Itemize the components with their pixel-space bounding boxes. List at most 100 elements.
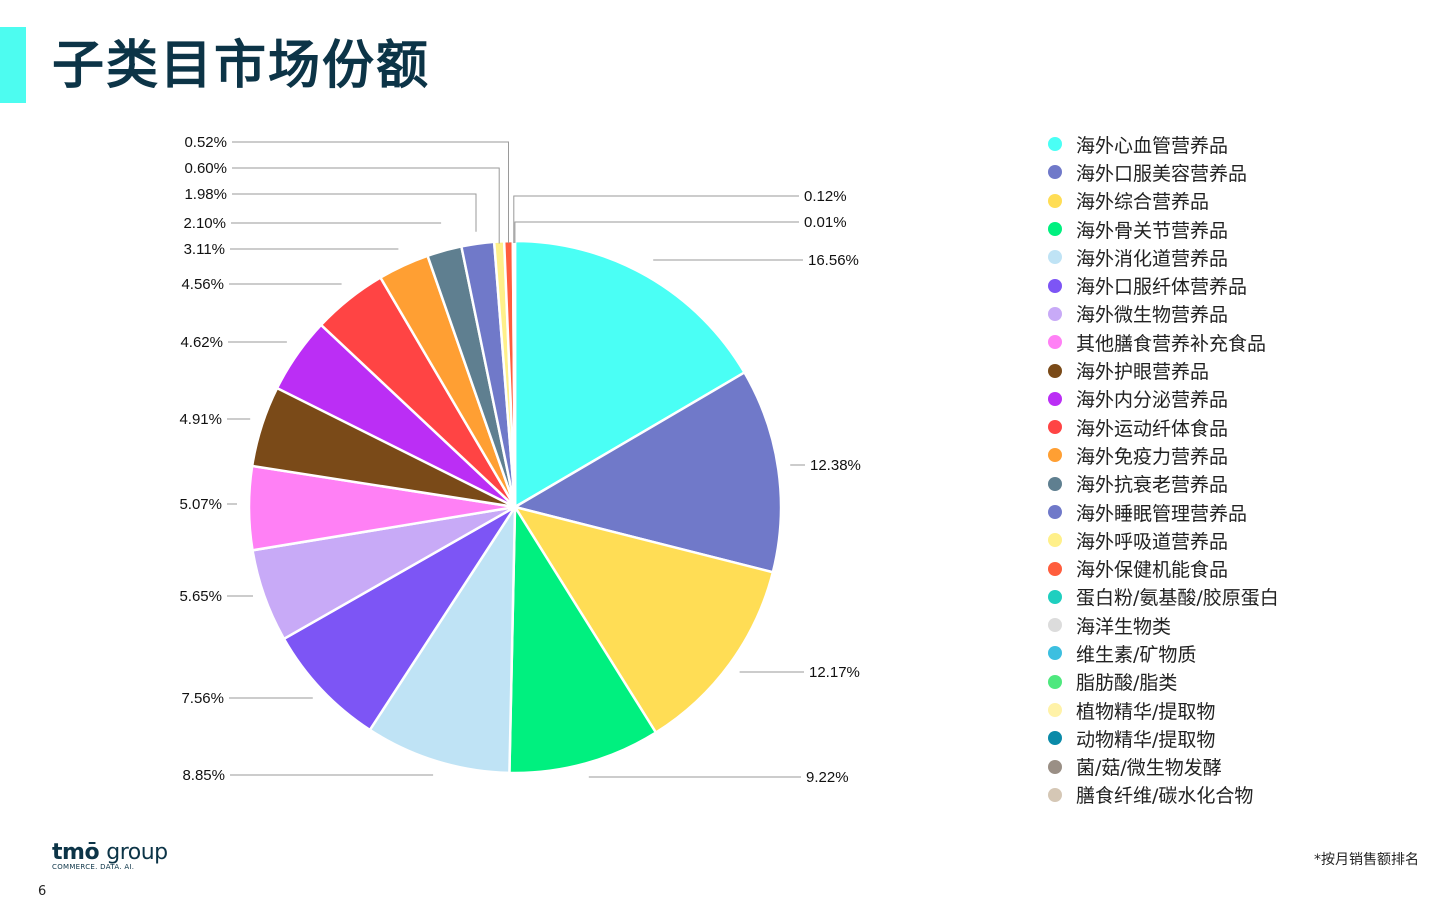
legend-swatch [1048, 165, 1062, 180]
data-label: 3.11% [184, 241, 225, 258]
legend-item: 海外保健机能食品 [1048, 554, 1279, 582]
legend-item: 海外护眼营养品 [1048, 356, 1279, 384]
legend-swatch [1048, 561, 1062, 576]
legend-swatch [1048, 448, 1062, 463]
legend-label: 海外骨关节营养品 [1076, 219, 1229, 242]
legend-item: 海外睡眠管理营养品 [1048, 498, 1279, 526]
legend-swatch [1048, 589, 1062, 604]
data-label: 7.56% [181, 690, 224, 707]
legend-item: 海外口服纤体营养品 [1048, 271, 1279, 299]
leader-line [513, 195, 799, 243]
page-number: 6 [38, 884, 47, 899]
legend-label: 海外免疫力营养品 [1076, 445, 1229, 468]
legend-item: 蛋白粉/氨基酸/胶原蛋白 [1048, 583, 1279, 611]
data-label: 0.60% [184, 160, 227, 177]
data-label: 4.91% [179, 411, 222, 428]
data-label: 0.52% [184, 134, 227, 151]
legend-item: 海洋生物类 [1048, 611, 1279, 639]
legend-label: 膳食纤维/碳水化合物 [1076, 785, 1254, 808]
pie-slice [511, 370, 783, 574]
legend-swatch [1048, 137, 1062, 152]
legend-item: 海外运动纤体食品 [1048, 413, 1279, 441]
legend-swatch [1048, 787, 1062, 802]
legend-swatch [1048, 250, 1062, 265]
legend-item: 海外心血管营养品 [1048, 130, 1279, 158]
pie-slice [512, 505, 775, 735]
legend-item: 脂肪酸/脂类 [1048, 668, 1279, 696]
legend-label: 脂肪酸/脂类 [1076, 672, 1178, 695]
legend-label: 海外睡眠管理营养品 [1076, 502, 1248, 525]
pie-slice [513, 239, 747, 510]
legend-swatch [1048, 759, 1062, 774]
legend-label: 海外保健机能食品 [1076, 559, 1229, 582]
data-label: 2.10% [183, 215, 226, 232]
leader-line [232, 141, 509, 244]
leader-line [232, 193, 477, 232]
legend-swatch [1048, 391, 1062, 406]
legend-item: 动物精华/提取物 [1048, 724, 1279, 752]
tmo-group-logo: tmō group COMMERCE. DATA. AI. [52, 840, 172, 880]
data-label: 12.38% [810, 457, 861, 474]
data-label: 12.17% [809, 664, 860, 681]
data-label: 9.22% [806, 769, 849, 786]
legend-item: 海外综合营养品 [1048, 187, 1279, 215]
legend-label: 菌/菇/微生物发酵 [1076, 757, 1222, 780]
data-label: 1.98% [184, 186, 227, 203]
data-label: 0.01% [804, 214, 847, 231]
legend-label: 海外微生物营养品 [1076, 304, 1229, 327]
legend-item: 海外抗衰老营养品 [1048, 470, 1279, 498]
legend-label: 海外抗衰老营养品 [1076, 474, 1229, 497]
legend-item: 植物精华/提取物 [1048, 696, 1279, 724]
logo-mark: tmō [52, 840, 100, 865]
legend-label: 动物精华/提取物 [1076, 728, 1216, 751]
logo-tagline: COMMERCE. DATA. AI. [52, 863, 135, 871]
legend-label: 海外内分泌营养品 [1076, 389, 1229, 412]
legend-item: 维生素/矿物质 [1048, 639, 1279, 667]
legend-swatch [1048, 420, 1062, 435]
data-label: 5.65% [179, 588, 222, 605]
legend-swatch [1048, 335, 1062, 350]
legend-item: 海外免疫力营养品 [1048, 441, 1279, 469]
legend-label: 维生素/矿物质 [1076, 643, 1197, 666]
legend-label: 蛋白粉/氨基酸/胶原蛋白 [1076, 587, 1279, 610]
data-label: 8.85% [182, 767, 225, 784]
legend-swatch [1048, 674, 1062, 689]
legend-swatch [1048, 505, 1062, 519]
logo-word: group [106, 840, 168, 865]
legend-label: 海外口服美容营养品 [1076, 162, 1248, 185]
legend-label: 海外护眼营养品 [1076, 361, 1210, 384]
data-label: 4.62% [180, 334, 223, 351]
footnote: *按月销售额排名 [1314, 852, 1419, 868]
legend-label: 植物精华/提取物 [1076, 700, 1216, 723]
legend-label: 海外口服纤体营养品 [1076, 276, 1248, 299]
legend-swatch [1048, 703, 1062, 718]
data-label: 0.12% [804, 188, 847, 205]
title-accent-bar [0, 27, 26, 103]
legend-item: 海外内分泌营养品 [1048, 385, 1279, 413]
pie-slice [508, 502, 658, 775]
legend-item: 海外呼吸道营养品 [1048, 526, 1279, 554]
legend-item: 海外口服美容营养品 [1048, 158, 1279, 186]
data-label: 4.56% [181, 276, 224, 293]
legend-swatch [1048, 306, 1062, 321]
legend-swatch [1048, 222, 1062, 237]
legend-swatch [1048, 193, 1062, 208]
page-title: 子类目市场份额 [52, 36, 431, 96]
legend-label: 其他膳食营养补充食品 [1076, 332, 1267, 355]
legend-label: 海外心血管营养品 [1076, 134, 1229, 157]
legend-swatch [1048, 278, 1062, 293]
legend-swatch [1048, 731, 1062, 746]
leader-line [232, 167, 500, 244]
legend-item: 其他膳食营养补充食品 [1048, 328, 1279, 356]
legend-item: 膳食纤维/碳水化合物 [1048, 781, 1279, 809]
legend-label: 海外运动纤体食品 [1076, 417, 1229, 440]
legend-swatch [1048, 363, 1062, 378]
legend-swatch [1048, 533, 1062, 548]
legend-label: 海外综合营养品 [1076, 191, 1210, 214]
pie-slice [282, 505, 517, 732]
legend-label: 海外消化道营养品 [1076, 247, 1229, 270]
legend-swatch [1048, 618, 1062, 633]
legend-swatch [1048, 646, 1062, 661]
legend-label: 海洋生物类 [1076, 615, 1172, 638]
